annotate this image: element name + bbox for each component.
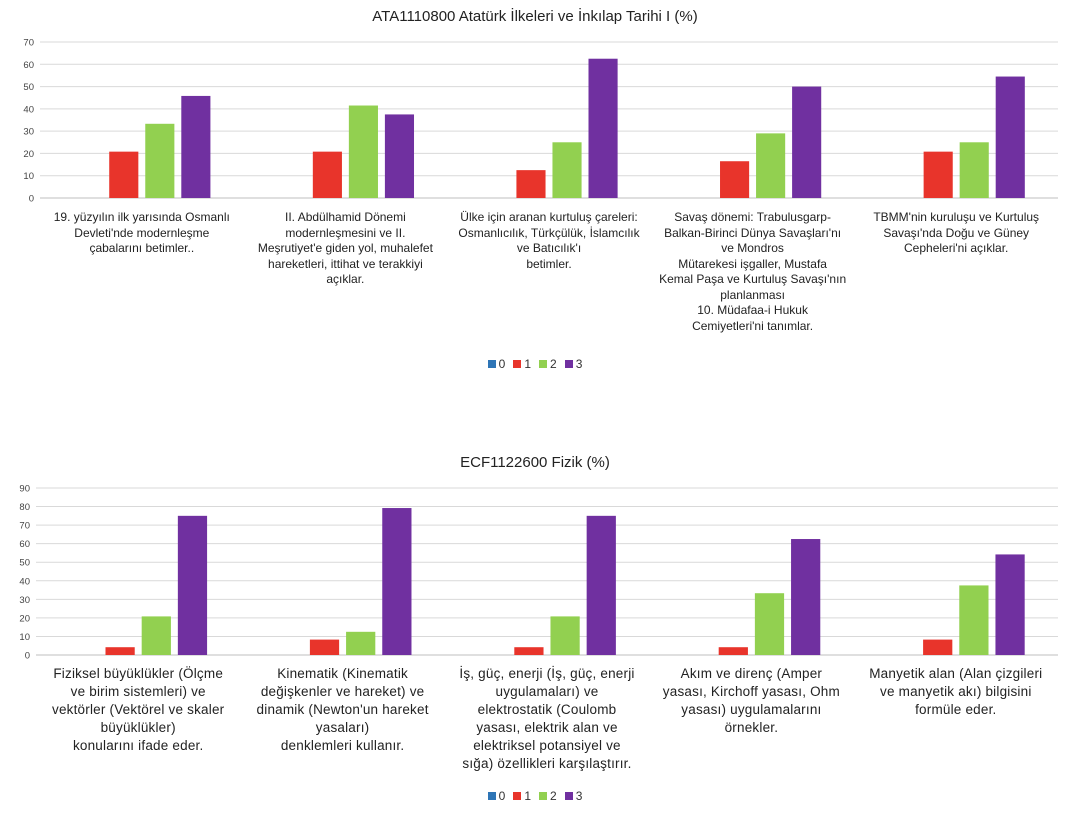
x-category-label: İş, güç, enerji (İş, güç, enerji uygulam… xyxy=(459,666,635,771)
bar-series-2 xyxy=(550,616,580,655)
chart-title: ATA1110800 Atatürk İlkeleri ve İnkılap T… xyxy=(372,8,698,25)
legend-label: 2 xyxy=(550,357,557,371)
legend-label: 0 xyxy=(498,789,506,803)
bar-series-2 xyxy=(959,585,989,655)
y-tick-label: 40 xyxy=(23,104,34,115)
bar-series-2 xyxy=(141,616,171,655)
legend-item: 0 xyxy=(487,357,506,371)
y-tick-label: 70 xyxy=(23,38,34,49)
bar-series-3 xyxy=(995,76,1025,198)
x-category-label: 19. yüzyılın ilk yarısında Osmanlı Devle… xyxy=(53,210,230,255)
bar-series-3 xyxy=(177,515,208,655)
x-category-label: Ülke için aranan kurtuluş çareleri: Osma… xyxy=(458,210,640,271)
y-tick-label: 30 xyxy=(19,595,30,606)
legend-swatch xyxy=(564,792,573,800)
bar-series-2 xyxy=(756,133,786,198)
bar-series-2 xyxy=(348,105,378,198)
x-category-label: Fiziksel büyüklükler (Ölçme ve birim sis… xyxy=(52,666,225,753)
y-tick-label: 90 xyxy=(19,484,30,495)
legend-label: 0 xyxy=(498,357,506,371)
legend-label: 3 xyxy=(575,357,583,371)
bar-series-3 xyxy=(181,95,211,198)
legend: 0 1 2 3 xyxy=(0,357,1070,371)
y-tick-label: 60 xyxy=(19,539,30,550)
bar-series-3 xyxy=(588,58,618,198)
bar-series-3 xyxy=(792,86,822,198)
legend-label: 3 xyxy=(575,789,583,803)
legend-item: 1 xyxy=(513,789,531,803)
bar-series-1 xyxy=(514,647,544,655)
bar-series-1 xyxy=(720,161,750,198)
x-category-label: Manyetik alan (Alan çizgileri ve manyeti… xyxy=(869,666,1043,717)
y-tick-label: 10 xyxy=(23,171,34,182)
bar-series-1 xyxy=(923,151,953,198)
y-tick-label: 80 xyxy=(19,502,30,513)
bar-series-1 xyxy=(516,170,546,198)
legend-label: 2 xyxy=(550,789,557,803)
bar-series-1 xyxy=(718,647,748,655)
legend-item: 2 xyxy=(539,789,557,803)
y-tick-label: 50 xyxy=(19,558,30,569)
y-tick-label: 70 xyxy=(19,521,30,532)
bar-series-1 xyxy=(309,639,340,655)
x-category-label: TBMM'nin kuruluşu ve Kurtuluş Savaşı'nda… xyxy=(873,210,1040,255)
bar-series-3 xyxy=(384,114,415,198)
chart-ata: ATA1110800 Atatürk İlkeleri ve İnkılap T… xyxy=(0,0,1070,380)
bar-series-3 xyxy=(995,554,1025,655)
y-tick-label: 40 xyxy=(19,576,30,587)
x-category-label: Savaş dönemi: Trabulusgarp- Balkan-Birin… xyxy=(659,210,847,333)
y-tick-label: 20 xyxy=(19,613,30,624)
bar-series-2 xyxy=(754,593,785,655)
bar-series-3 xyxy=(382,508,412,655)
y-tick-label: 60 xyxy=(23,60,34,71)
bar-series-2 xyxy=(959,142,989,198)
bar-series-3 xyxy=(586,515,616,655)
x-category-label: Akım ve direnç (Amper yasası, Kirchoff y… xyxy=(662,666,840,735)
y-tick-label: 0 xyxy=(29,194,34,205)
legend-swatch xyxy=(539,792,547,800)
legend-swatch xyxy=(564,360,573,368)
bar-series-2 xyxy=(552,142,582,198)
y-tick-label: 10 xyxy=(19,632,30,643)
y-tick-label: 20 xyxy=(23,149,34,160)
legend-item: 0 xyxy=(487,789,506,803)
legend-swatch xyxy=(539,360,547,368)
bar-series-1 xyxy=(312,151,342,198)
bar-series-1 xyxy=(105,647,135,655)
bar-series-2 xyxy=(346,631,376,655)
legend-item: 2 xyxy=(539,357,557,371)
legend-item: 3 xyxy=(564,789,583,803)
x-category-label: II. Abdülhamid Dönemi modernleşmesini ve… xyxy=(257,210,433,286)
legend-swatch xyxy=(487,360,496,368)
chart-fizik: ECF1122600 Fizik (%) 0 10 20 30 40 50 60 70 80 90… xyxy=(0,446,1070,814)
bar-series-3 xyxy=(791,539,821,655)
legend: 0 1 2 3 xyxy=(0,789,1070,803)
y-tick-label: 0 xyxy=(25,651,30,662)
legend-label: 1 xyxy=(524,789,531,803)
legend-item: 3 xyxy=(564,357,583,371)
legend-label: 1 xyxy=(524,357,531,371)
x-category-label: Kinematik (Kinematik değişkenler ve hare… xyxy=(256,666,429,753)
y-tick-label: 50 xyxy=(23,82,34,93)
legend-swatch xyxy=(487,792,496,800)
chart-title: ECF1122600 Fizik (%) xyxy=(460,454,610,471)
legend-item: 1 xyxy=(513,357,531,371)
bar-series-2 xyxy=(145,123,175,198)
legend-swatch xyxy=(513,792,522,800)
y-tick-label: 30 xyxy=(23,127,34,138)
chart-plot-area: 0 10 20 30 40 50 60 70 80 90 xyxy=(19,484,1058,662)
bar-series-1 xyxy=(109,151,139,198)
bar-series-1 xyxy=(923,639,953,655)
legend-swatch xyxy=(513,360,522,368)
chart-plot-area: 0 10 20 30 40 50 60 70 xyxy=(23,38,1058,205)
